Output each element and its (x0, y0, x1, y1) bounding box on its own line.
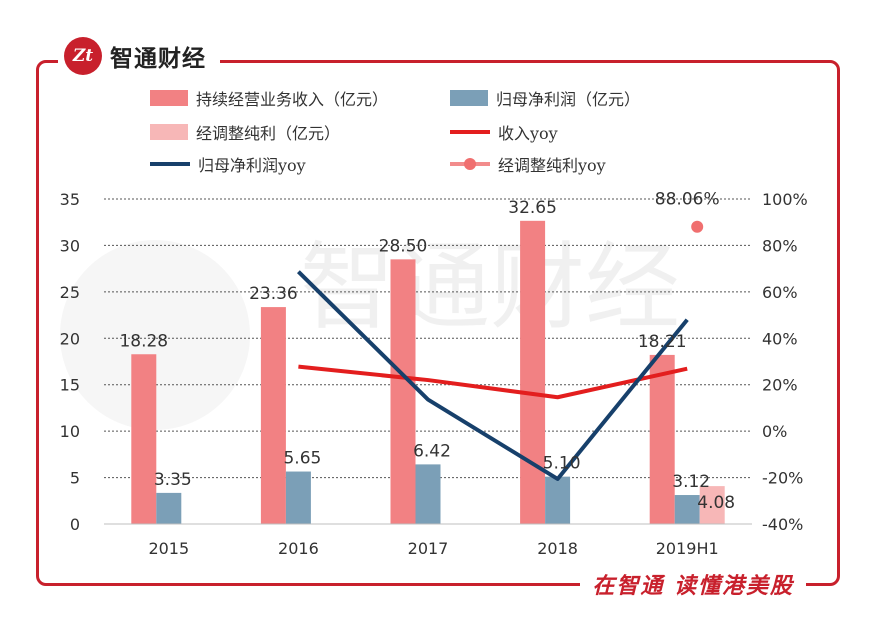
x-tick-label-2015: 2015 (148, 539, 189, 558)
bar-1-2018 (545, 476, 571, 524)
bar-0-2017 (390, 259, 416, 524)
legend-swatch-adjusted-profit (150, 124, 188, 140)
legend-item-net-profit: 归母净利润（亿元） (450, 86, 640, 110)
data-label-1-2015: 3.35 (154, 470, 192, 490)
brand-name: 智通财经 (110, 46, 206, 72)
data-label-0-2017: 28.50 (379, 236, 428, 256)
y-tick-label-25: 25 (60, 283, 80, 302)
x-tick-label-2016: 2016 (278, 539, 319, 558)
data-label-0-2019H1: 18.21 (638, 332, 687, 352)
axis-layer: 0 5 10 15 20 25 30 35 -40% -20% 0% 20% 40% 60% 80% 100%… (60, 190, 808, 558)
brand-logo-icon: Zt (64, 37, 102, 75)
data-label-1-2019H1: 3.12 (672, 472, 710, 492)
x-tick-label-2018: 2018 (537, 539, 578, 558)
brand-header: Zt 智通财经 (58, 34, 220, 78)
legend-swatch-net-profit-yoy (150, 162, 190, 166)
data-label-1-2017: 6.42 (413, 441, 451, 461)
legend-item-net-profit-yoy: 归母净利润yoy (150, 152, 306, 176)
data-label-0-2016: 23.36 (249, 284, 298, 304)
data-label-2-2019H1: 4.08 (697, 493, 735, 513)
chart-frame (36, 60, 840, 586)
line-layer (296, 220, 704, 481)
legend-dot-adjusted-profit-yoy (464, 158, 476, 170)
legend-swatch-revenue (150, 90, 188, 106)
legend-swatch-adjusted-profit-yoy (450, 158, 490, 170)
y-tick-label-35: 35 (60, 190, 80, 209)
bar-1-2015 (156, 492, 182, 524)
x-tick-label-2019H1: 2019H1 (656, 539, 719, 558)
y-tick-label-15: 15 (60, 376, 80, 395)
bar-layer (131, 220, 725, 525)
grid-layer (104, 198, 752, 479)
y2-tick-label-2: 0% (762, 422, 787, 441)
bar-1-2017 (415, 464, 441, 524)
y-tick-label-20: 20 (60, 329, 80, 348)
data-label-1-2018: 5.10 (543, 454, 581, 474)
data-label-0-2015: 18.28 (119, 331, 168, 351)
legend-label-revenue-yoy: 收入yoy (498, 124, 558, 143)
legend-label-adjusted-profit: 经调整纯利（亿元） (196, 124, 341, 143)
y2-tick-label-7: 100% (762, 190, 808, 209)
y-tick-label-5: 5 (70, 469, 80, 488)
legend-swatch-net-profit (450, 90, 488, 106)
data-label-1-2016: 5.65 (283, 449, 321, 469)
bar-0-2016 (260, 307, 286, 524)
legend-label-net-profit: 归母净利润（亿元） (496, 90, 641, 109)
legend-item-revenue-yoy: 收入yoy (450, 120, 558, 144)
legend-label-net-profit-yoy: 归母净利润yoy (198, 156, 306, 175)
y2-tick-label-0: -40% (762, 515, 803, 534)
label-layer: 18.28 23.36 28.50 32.65 18.21 3.35 5.65 6.42 5.1… (119, 190, 735, 513)
bar-1-2019H1 (674, 495, 700, 524)
data-label-0-2018: 32.65 (508, 198, 557, 218)
y2-tick-label-6: 80% (762, 236, 798, 255)
legend-label-revenue: 持续经营业务收入（亿元） (196, 90, 389, 109)
bar-0-2019H1 (649, 354, 675, 524)
bar-0-2015 (131, 354, 157, 524)
watermark-text: 智通财经 (300, 233, 680, 343)
legend-label-adjusted-profit-yoy: 经调整纯利yoy (498, 156, 606, 175)
y-tick-label-30: 30 (60, 236, 80, 255)
y2-tick-label-5: 60% (762, 283, 798, 302)
bar-1-2016 (285, 471, 311, 524)
y-tick-label-10: 10 (60, 422, 80, 441)
legend-item-adjusted-profit-yoy: 经调整纯利yoy (450, 152, 606, 176)
y2-tick-label-1: -20% (762, 469, 803, 488)
legend-item-adjusted-profit: 经调整纯利（亿元） (150, 120, 340, 144)
line-1-归母净利润yoy (296, 270, 689, 481)
point-label-0-2019H1: 88.06% (655, 190, 720, 210)
legend-swatch-revenue-yoy (450, 130, 490, 134)
y2-tick-label-3: 20% (762, 376, 798, 395)
bar-0-2018 (520, 220, 546, 525)
x-tick-label-2017: 2017 (408, 539, 449, 558)
y-tick-label-0: 0 (70, 515, 80, 534)
y2-tick-label-4: 40% (762, 329, 798, 348)
legend-item-revenue: 持续经营业务收入（亿元） (150, 86, 388, 110)
point-0-2019H1 (691, 220, 704, 233)
bar-2-2019H1 (699, 486, 725, 524)
footer-slogan: 在智通 读懂港美股 (580, 568, 806, 600)
line-0-收入yoy (298, 364, 688, 400)
